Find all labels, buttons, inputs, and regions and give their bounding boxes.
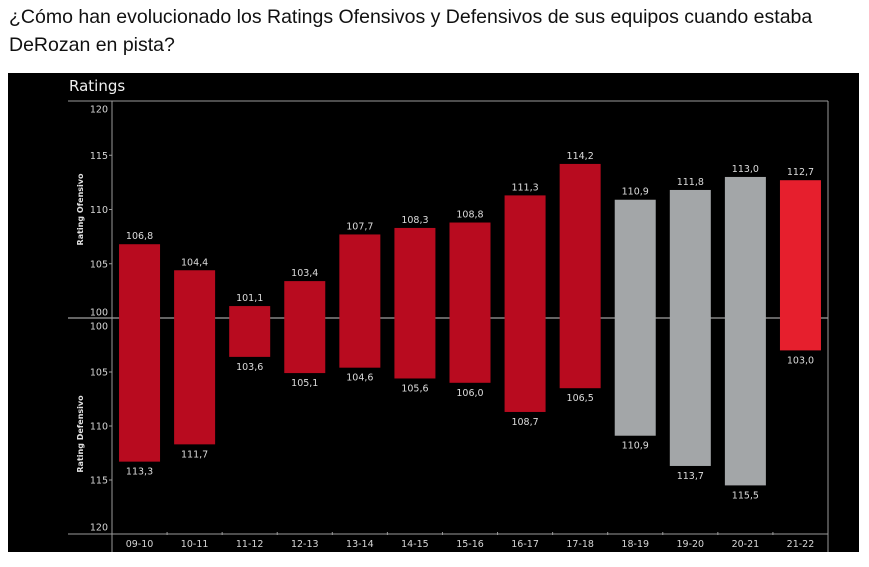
- offensive-value-label: 111,3: [511, 182, 538, 193]
- ratings-chart: Ratings 120 115 110 105 100 100 105 110 115 120 Ra…: [68, 77, 829, 552]
- offensive-value-label: 108,8: [456, 210, 483, 221]
- y-axis-title-bottom: Rating Defensivo: [76, 395, 85, 473]
- x-tick-label: 14-15: [401, 539, 429, 550]
- bar-10-11: [174, 270, 216, 445]
- offensive-value-label: 108,3: [401, 215, 428, 226]
- y-tick-label-bottom: 115: [90, 476, 108, 487]
- y-axis-title-top: Rating Ofensivo: [76, 173, 85, 245]
- defensive-value-label: 113,3: [126, 467, 153, 478]
- bar-11-12: [229, 306, 271, 357]
- bar-19-20: [669, 189, 711, 466]
- defensive-value-label: 105,6: [401, 383, 428, 394]
- defensive-value-label: 108,7: [511, 417, 538, 428]
- y-tick-label-top: 110: [90, 205, 108, 216]
- x-tick-label: 18-19: [621, 539, 649, 550]
- offensive-value-label: 104,4: [181, 257, 208, 268]
- y-tick-label-top: 120: [90, 105, 108, 116]
- y-tick-label-bottom: 105: [90, 368, 108, 379]
- bar-14-15: [394, 227, 436, 379]
- bar-20-21: [724, 176, 766, 486]
- x-tick-label: 12-13: [291, 539, 319, 550]
- x-tick-label: 21-22: [787, 539, 815, 550]
- y-tick-label-bottom: 120: [90, 523, 108, 534]
- x-tick-label: 09-10: [126, 539, 154, 550]
- x-tick-label: 10-11: [181, 539, 209, 550]
- bar-09-10: [119, 244, 161, 462]
- x-tick-label: 13-14: [346, 539, 374, 550]
- defensive-value-label: 106,5: [567, 393, 594, 404]
- defensive-value-label: 104,6: [346, 373, 373, 384]
- chart-title: Ratings: [69, 77, 125, 95]
- y-tick-label-top: 100: [90, 308, 108, 319]
- offensive-value-label: 107,7: [346, 221, 373, 232]
- offensive-value-label: 103,4: [291, 268, 318, 279]
- y-tick-label-top: 105: [90, 259, 108, 270]
- x-tick-label: 17-18: [566, 539, 594, 550]
- defensive-value-label: 110,9: [622, 441, 649, 452]
- defensive-value-label: 105,1: [291, 378, 318, 389]
- x-tick-label: 16-17: [511, 539, 539, 550]
- defensive-value-label: 106,0: [456, 388, 483, 399]
- question-heading: ¿Cómo han evolucionado los Ratings Ofens…: [9, 6, 813, 56]
- defensive-value-label: 103,0: [787, 355, 814, 366]
- x-tick-label: 20-21: [732, 539, 760, 550]
- x-tick-label: 15-16: [456, 539, 484, 550]
- bar-17-18: [559, 163, 601, 389]
- y-tick-label-bottom: 100: [90, 322, 108, 333]
- offensive-value-label: 114,2: [567, 151, 594, 162]
- defensive-value-label: 113,7: [677, 471, 704, 482]
- x-tick-label: 19-20: [677, 539, 705, 550]
- bar-13-14: [339, 234, 381, 368]
- y-tick-label-bottom: 110: [90, 422, 108, 433]
- offensive-value-label: 112,7: [787, 167, 814, 178]
- bar-21-22: [779, 180, 821, 351]
- offensive-value-label: 106,8: [126, 231, 153, 242]
- offensive-value-label: 110,9: [622, 187, 649, 198]
- x-tick-label: 11-12: [236, 539, 264, 550]
- offensive-value-label: 111,8: [677, 177, 704, 188]
- bar-18-19: [614, 199, 656, 436]
- bar-16-17: [504, 195, 546, 412]
- offensive-value-label: 101,1: [236, 293, 263, 304]
- defensive-value-label: 115,5: [732, 490, 759, 501]
- y-tick-label-top: 115: [90, 151, 108, 162]
- chart-panel: Ratings 120 115 110 105 100 100 105 110 115 120 Ra…: [8, 73, 859, 552]
- offensive-value-label: 113,0: [732, 164, 759, 175]
- bar-12-13: [284, 281, 326, 374]
- defensive-value-label: 103,6: [236, 362, 263, 373]
- bar-15-16: [449, 222, 491, 383]
- defensive-value-label: 111,7: [181, 449, 208, 460]
